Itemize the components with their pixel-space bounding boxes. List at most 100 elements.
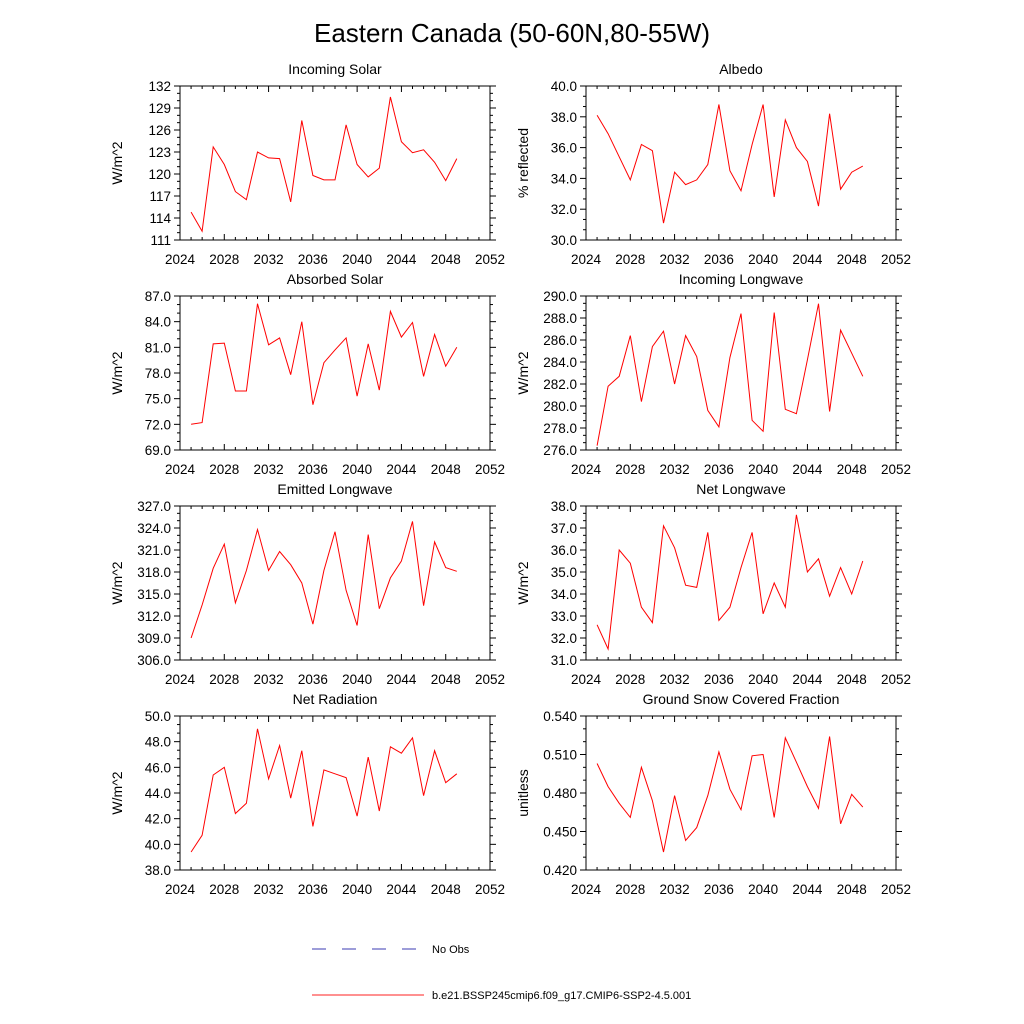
y-tick-label: 129 [148,101,171,116]
y-tick-label: 312.0 [137,609,171,624]
plot-frame [179,295,491,451]
x-tick-label: 2024 [165,882,196,897]
y-tick-label: 0.450 [543,825,577,840]
plot-frame [585,505,897,661]
y-tick-label: 0.510 [543,748,577,763]
y-tick-label: 315.0 [137,587,171,602]
x-tick-label: 2044 [386,252,417,267]
y-tick-label: 42.0 [145,812,171,827]
x-tick-label: 2048 [431,252,461,267]
x-tick-label: 2036 [704,462,734,477]
plot-frame [179,505,491,661]
x-tick-label: 2044 [386,462,417,477]
x-tick-label: 2036 [298,882,328,897]
x-tick-label: 2048 [837,882,867,897]
x-tick-label: 2040 [748,672,778,687]
panels-group: Incoming Solar 2024 2028 2032 2036 2040 2044 20… [109,61,911,897]
x-tick-label: 2036 [298,252,328,267]
x-tick-label: 2024 [571,252,602,267]
y-tick-label: 84.0 [145,315,171,330]
panel-albedo: Albedo 2024 2028 2032 2036 2040 2044 2048 2052 30… [515,61,911,267]
x-tick-label: 2032 [254,462,284,477]
y-tick-label: 0.540 [543,709,577,724]
y-tick-label: 38.0 [551,110,577,125]
x-tick-label: 2024 [571,462,602,477]
y-tick-label: 282.0 [543,377,577,392]
x-tick-label: 2024 [165,462,196,477]
x-tick-label: 2028 [615,672,645,687]
series-line-net-longwave [596,514,864,651]
x-tick-label: 2036 [298,672,328,687]
y-tick-label: 306.0 [137,653,171,668]
y-tick-label: 318.0 [137,565,171,580]
y-tick-label: 30.0 [551,233,577,248]
x-tick-label: 2024 [165,252,196,267]
x-tick-label: 2052 [475,252,505,267]
panel-incoming-longwave: Incoming Longwave 2024 2028 2032 2036 2040 204… [515,271,911,477]
x-tick-label: 2036 [704,252,734,267]
x-tick-label: 2044 [792,462,823,477]
x-tick-label: 2052 [475,462,505,477]
panel-absorbed-solar: Absorbed Solar 2024 2028 2032 2036 2040 2044 20… [109,271,505,477]
x-tick-label: 2052 [881,252,911,267]
x-tick-label: 2032 [660,252,690,267]
y-axis-label: W/m^2 [109,771,125,814]
y-tick-label: 120 [148,167,171,182]
y-tick-label: 321.0 [137,543,171,558]
plot-frame [585,715,897,871]
x-tick-label: 2052 [881,882,911,897]
y-axis-label: W/m^2 [515,561,531,604]
y-tick-label: 44.0 [145,786,171,801]
x-tick-label: 2044 [792,672,823,687]
x-tick-label: 2028 [209,462,239,477]
x-tick-label: 2044 [792,252,823,267]
x-tick-label: 2024 [571,672,602,687]
y-tick-label: 123 [148,145,171,160]
x-tick-label: 2028 [615,252,645,267]
y-tick-label: 69.0 [145,443,171,458]
x-tick-label: 2032 [254,882,284,897]
panel-incoming-solar: Incoming Solar 2024 2028 2032 2036 2040 2044 20… [109,61,505,267]
y-tick-label: 34.0 [551,587,577,602]
panel-title: Net Radiation [293,691,378,707]
y-tick-label: 31.0 [551,653,577,668]
x-tick-label: 2028 [209,672,239,687]
x-tick-label: 2048 [431,462,461,477]
y-tick-label: 286.0 [543,333,577,348]
x-tick-label: 2044 [792,882,823,897]
y-tick-label: 48.0 [145,735,171,750]
y-tick-label: 36.0 [551,543,577,558]
y-tick-label: 46.0 [145,760,171,775]
x-tick-label: 2036 [704,882,734,897]
y-tick-label: 284.0 [543,355,577,370]
x-tick-label: 2052 [881,672,911,687]
x-tick-label: 2052 [475,882,505,897]
x-tick-label: 2036 [298,462,328,477]
y-tick-label: 126 [148,123,171,138]
y-tick-label: 324.0 [137,521,171,536]
x-tick-label: 2048 [837,672,867,687]
series-line-absorbed-solar [191,303,458,425]
y-tick-label: 72.0 [145,417,171,432]
y-tick-label: 32.0 [551,631,577,646]
panel-title: Absorbed Solar [287,271,384,287]
y-tick-label: 81.0 [145,340,171,355]
y-tick-label: 38.0 [551,499,577,514]
panel-emitted-longwave: Emitted Longwave 2024 2028 2032 2036 2040 2044… [109,481,505,687]
series-line-albedo [596,104,864,224]
y-tick-label: 50.0 [145,709,171,724]
series-line-incoming-longwave [596,303,864,446]
y-tick-label: 33.0 [551,609,577,624]
y-tick-label: 132 [148,79,171,94]
y-tick-label: 75.0 [145,392,171,407]
figure-title: Eastern Canada (50-60N,80-55W) [314,18,710,48]
y-tick-label: 114 [149,211,171,226]
x-tick-label: 2040 [342,252,372,267]
legend: No Obs b.e21.BSSP245cmip6.f09_g17.CMIP6-… [312,944,691,1002]
plot-frame [585,295,897,451]
y-tick-label: 36.0 [551,141,577,156]
panel-title: Incoming Longwave [679,271,804,287]
x-tick-label: 2040 [342,882,372,897]
y-axis-label: W/m^2 [515,351,531,394]
